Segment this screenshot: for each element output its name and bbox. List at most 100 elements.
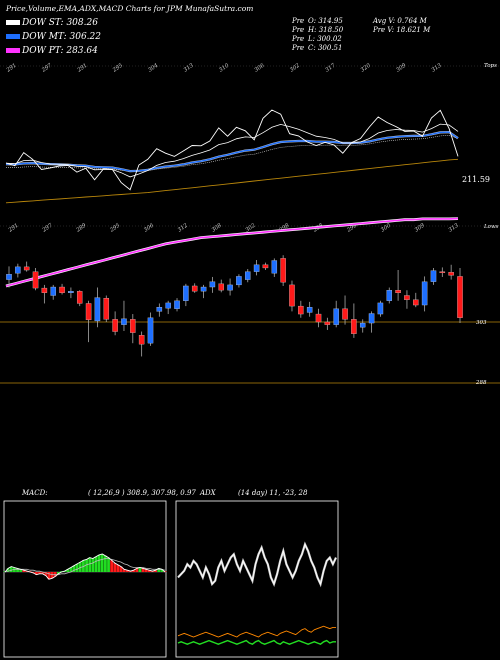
adx-panel-frame <box>175 500 339 658</box>
avg-volume: Avg V: 0.764 M <box>373 17 427 25</box>
candle-up <box>6 274 12 280</box>
top-tick-label: 302 <box>289 62 301 73</box>
price-panel <box>0 255 500 384</box>
legend-st-label: DOW ST: 308.26 <box>22 18 98 28</box>
candle-up <box>227 284 233 291</box>
candle-down <box>324 321 331 325</box>
prev-volume: Pre V: 18.621 M <box>373 26 431 34</box>
candle-up <box>183 285 189 301</box>
mt-line <box>5 131 459 172</box>
candle-up <box>236 276 242 286</box>
candle-down <box>315 313 322 323</box>
macd-histogram-bar <box>78 562 82 572</box>
candle-up <box>94 297 101 322</box>
candle-down <box>41 287 48 293</box>
macd-histogram-bar <box>103 555 107 572</box>
macd-histogram-bar <box>147 570 151 572</box>
macd-histogram-bar <box>88 557 92 572</box>
legend-st: DOW ST: 308.26 <box>6 18 98 28</box>
stat-low: L: 300.02 <box>308 35 342 43</box>
macd-histogram-bar <box>50 572 54 579</box>
bottom-tick-label: 297 <box>41 222 54 234</box>
candle-down <box>76 291 83 304</box>
ema-value-label: 211.59 <box>462 175 490 184</box>
macd-label: MACD: <box>22 489 48 497</box>
macd-histogram-bar <box>47 572 51 580</box>
macd-histogram-bar <box>138 567 142 572</box>
candle-down <box>103 297 110 320</box>
macd-histogram-bar <box>6 568 10 572</box>
legend-mt: DOW MT: 306.22 <box>6 32 101 42</box>
candle-down <box>85 303 92 321</box>
stat-close: C: 300.51 <box>308 44 343 52</box>
macd-histogram-bar <box>107 557 110 572</box>
bottom-tick-label: 309 <box>414 222 426 233</box>
bottom-tick-label: 312 <box>177 222 189 233</box>
adx-line <box>177 543 337 586</box>
candle-up <box>209 281 216 288</box>
top-tick-label: 310 <box>218 62 230 73</box>
macd-histogram-bar <box>119 566 123 572</box>
candle-up <box>174 300 180 309</box>
candle-down <box>280 258 286 283</box>
price-axis-label-288: 288 <box>476 380 487 386</box>
candle-down <box>448 272 454 276</box>
top-tick-label: 297 <box>40 62 53 74</box>
macd-histogram-bar <box>75 563 79 572</box>
candle-up <box>147 317 154 344</box>
candle-up <box>368 313 375 324</box>
candle-up <box>156 307 163 312</box>
macd-histogram-bar <box>113 563 117 572</box>
bottom-tick-label: 289 <box>75 222 88 234</box>
candle-down <box>32 271 39 289</box>
candle-up <box>200 286 207 292</box>
stat-high: H: 318.50 <box>308 26 344 34</box>
close-line <box>5 109 459 191</box>
adx-panel <box>177 541 337 645</box>
bottom-tick-label: 300 <box>380 222 392 233</box>
bottom-tick-label: 298 <box>345 222 358 234</box>
bottom-tick-label: 313 <box>448 222 460 233</box>
candle-up <box>359 322 366 328</box>
candle-up <box>333 308 339 325</box>
macd-panel-frame <box>3 500 167 658</box>
candle-up <box>15 266 21 274</box>
macd-histogram-bar <box>91 558 95 572</box>
candle-up <box>121 318 127 325</box>
bottom-tick-label: 291 <box>7 223 20 235</box>
legend-mt-label: DOW MT: 306.22 <box>22 32 101 42</box>
candle-down <box>59 286 65 293</box>
macd-histogram-bar <box>141 568 145 572</box>
candle-up <box>421 281 428 306</box>
pt-line <box>5 217 459 287</box>
candle-down <box>395 290 401 294</box>
candle-down <box>191 285 198 292</box>
bottom-tick-label: 306 <box>143 222 155 233</box>
macd-line <box>4 553 166 580</box>
macd-histogram-bar <box>154 570 157 572</box>
legend-pt: DOW PT: 283.64 <box>6 46 98 56</box>
macd-values: ( 12,26,9 ) 308.9, 307.98, 0.97 <box>88 489 196 497</box>
macd-histogram-bar <box>44 572 48 576</box>
candle-up <box>306 307 313 313</box>
macd-histogram-bar <box>100 554 104 572</box>
stat-label-open: Pre <box>292 17 305 25</box>
macd-histogram-bar <box>16 568 19 572</box>
top-tick-label: 313 <box>183 62 195 73</box>
candle-up <box>245 271 251 280</box>
long-ema-line <box>5 158 459 204</box>
bottom-tick-label: 302 <box>245 222 257 233</box>
candle-down <box>130 319 136 333</box>
macd-histogram-bar <box>56 572 60 574</box>
candle-down <box>262 264 269 269</box>
macd-histogram-bar <box>144 569 148 572</box>
candle-up <box>377 302 384 315</box>
top-tick-label: 304 <box>147 62 159 73</box>
top-tick-label: 306 <box>254 62 266 73</box>
macd-histogram-bar <box>34 572 38 575</box>
candle-down <box>218 283 224 291</box>
macd-panel <box>3 553 167 580</box>
candle-up <box>253 264 260 272</box>
top-tick-label: 291 <box>76 63 89 75</box>
chart-title: Price,Volume,EMA,ADX,MACD Charts for JPM… <box>6 4 254 13</box>
